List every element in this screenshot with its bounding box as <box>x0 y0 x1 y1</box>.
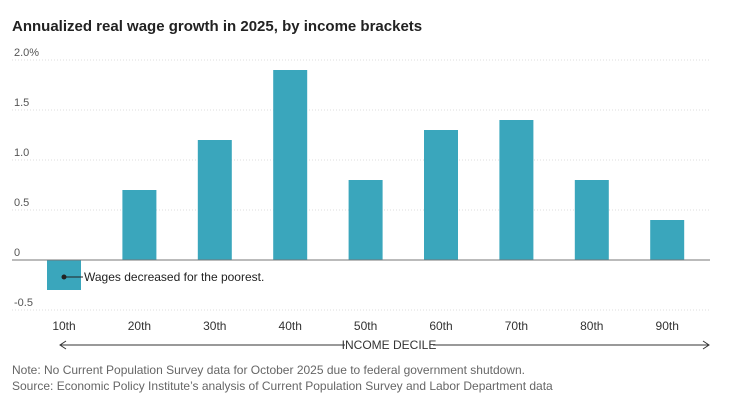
bars <box>47 70 685 290</box>
bar-70th <box>499 120 534 260</box>
y-tick-label: 2.0% <box>14 47 39 59</box>
footnote: Note: No Current Population Survey data … <box>12 363 525 377</box>
x-tick-label: 50th <box>354 319 377 333</box>
axis-arrowhead-right <box>702 340 710 350</box>
annotation: Wages decreased for the poorest. <box>61 270 264 284</box>
x-tick-labels: 10th 20th 30th 40th 50th 60th 70th 80th 90th <box>52 319 679 333</box>
bar-60th <box>424 130 458 260</box>
x-axis-label: INCOME DECILE <box>342 338 437 352</box>
chart-title: Annualized real wage growth in 2025, by … <box>12 18 423 35</box>
x-tick-label: 10th <box>52 319 75 333</box>
y-tick-label: 1.0 <box>14 147 29 159</box>
x-axis-title-group: INCOME DECILE <box>59 338 710 352</box>
axis-arrowhead-left <box>59 340 67 350</box>
y-tick-label: 1.5 <box>14 97 29 109</box>
bar-90th <box>650 220 685 260</box>
y-tick-labels: -0.5 0 0.5 1.0 1.5 2.0% <box>14 47 39 309</box>
bar-chart: -0.5 0 0.5 1.0 1.5 2.0% 10th 20th 30th 40th 50th 6… <box>12 47 710 352</box>
x-tick-label: 20th <box>128 319 151 333</box>
bar-20th <box>122 190 157 260</box>
x-tick-label: 80th <box>580 319 603 333</box>
bar-30th <box>197 140 232 260</box>
y-tick-label: 0.5 <box>14 197 29 209</box>
x-tick-label: 60th <box>429 319 452 333</box>
x-tick-label: 30th <box>203 319 226 333</box>
x-tick-label: 40th <box>279 319 302 333</box>
x-tick-label: 90th <box>656 319 679 333</box>
bar-50th <box>348 180 383 260</box>
bar-80th <box>574 180 609 260</box>
bar-40th <box>273 70 308 260</box>
annotation-text: Wages decreased for the poorest. <box>84 270 264 284</box>
y-tick-label: -0.5 <box>14 297 33 309</box>
x-tick-label: 70th <box>505 319 528 333</box>
y-tick-label: 0 <box>14 247 20 259</box>
source-line: Source: Economic Policy Institute’s anal… <box>12 379 553 393</box>
